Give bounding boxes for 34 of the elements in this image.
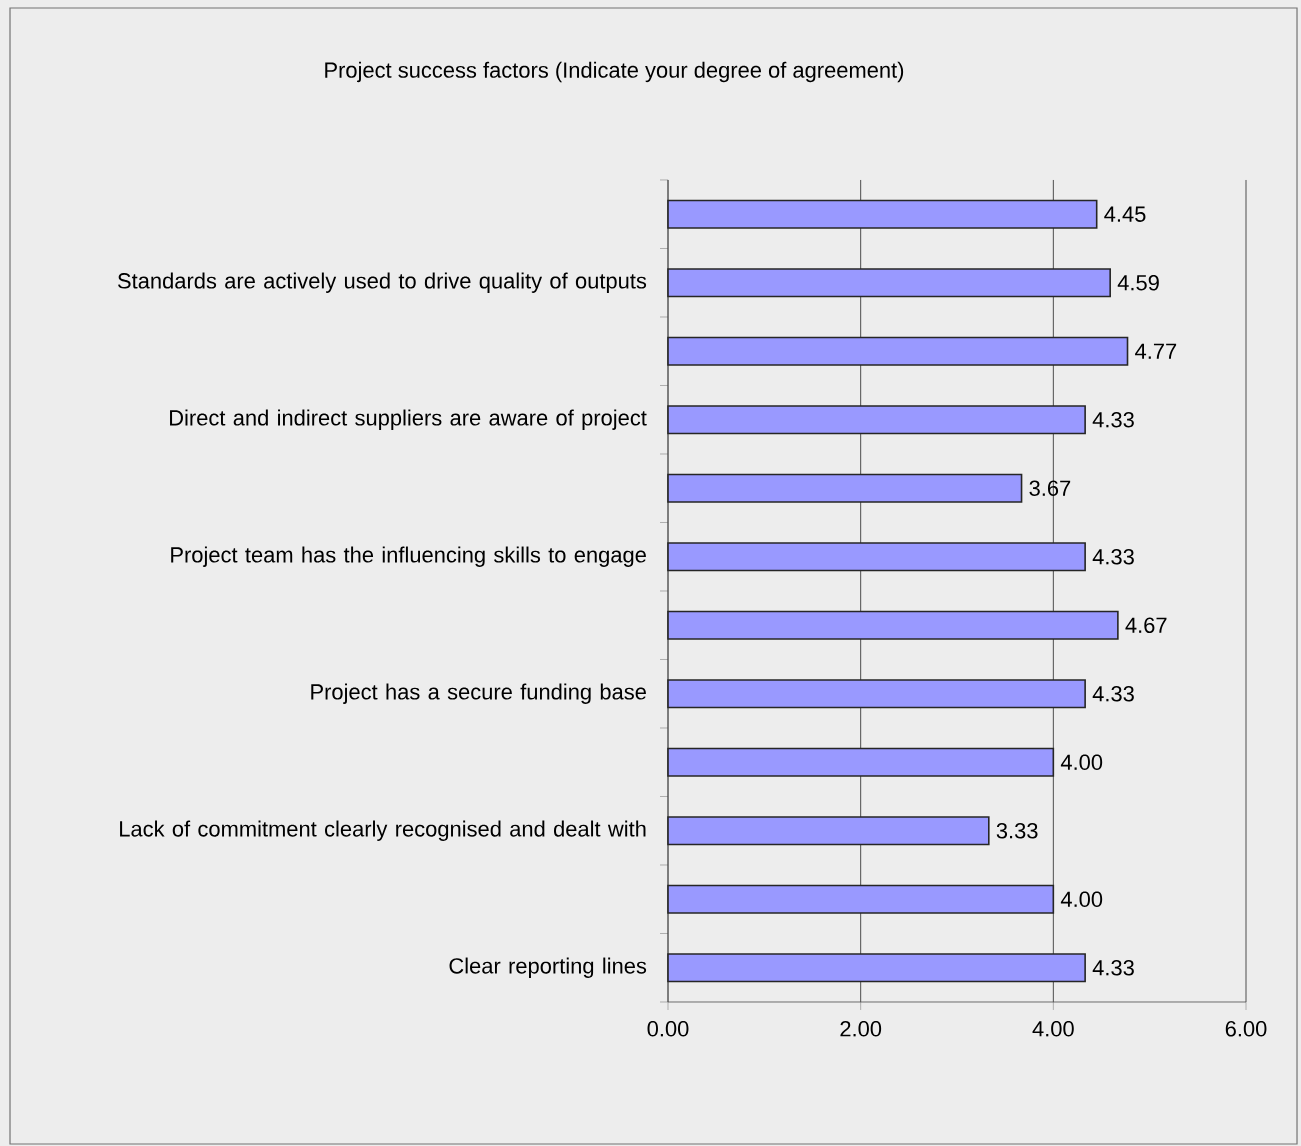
bar xyxy=(667,405,1086,435)
y-tick-label: Project team has the influencing skills to engage xyxy=(171,546,646,567)
x-tick-label: 6.00 xyxy=(1225,1021,1267,1037)
y-tick-label: Clear reporting lines xyxy=(449,957,647,978)
data-label: 4.77 xyxy=(1135,343,1177,359)
data-label: 4.33 xyxy=(1092,412,1134,428)
chart-title: Project success factors (Indicate your degree of agreement) xyxy=(325,61,904,83)
bar xyxy=(667,473,1023,503)
y-tick-label: Project has a secure funding base xyxy=(311,683,646,704)
x-tick-label: 4.00 xyxy=(1032,1021,1074,1037)
bar xyxy=(667,679,1086,709)
data-label: 4.59 xyxy=(1117,275,1159,291)
data-label: 4.33 xyxy=(1092,549,1134,565)
bar xyxy=(667,336,1129,366)
bar xyxy=(667,199,1098,229)
x-tick-label: 0.00 xyxy=(647,1021,689,1037)
bar xyxy=(667,542,1086,572)
y-tick-label: Direct and indirect suppliers are aware of project xyxy=(170,409,647,430)
bar xyxy=(667,884,1055,914)
data-label: 4.00 xyxy=(1060,754,1103,770)
data-label: 4.45 xyxy=(1104,206,1146,222)
bar xyxy=(667,747,1055,777)
x-tick-label: 2.00 xyxy=(840,1021,882,1037)
y-tick-label: Standards are actively used to drive quality of outputs xyxy=(118,272,647,293)
data-label: 4.33 xyxy=(1092,686,1134,702)
data-label: 4.00 xyxy=(1060,891,1103,907)
data-label: 3.33 xyxy=(996,823,1038,839)
data-label: 4.67 xyxy=(1125,617,1167,633)
data-label: 4.33 xyxy=(1092,960,1134,976)
bar xyxy=(667,816,990,846)
y-tick-label: Lack of commitment clearly recognised and dealt with xyxy=(120,820,646,841)
bar xyxy=(667,953,1086,983)
bar xyxy=(667,268,1111,298)
bar xyxy=(667,610,1119,640)
